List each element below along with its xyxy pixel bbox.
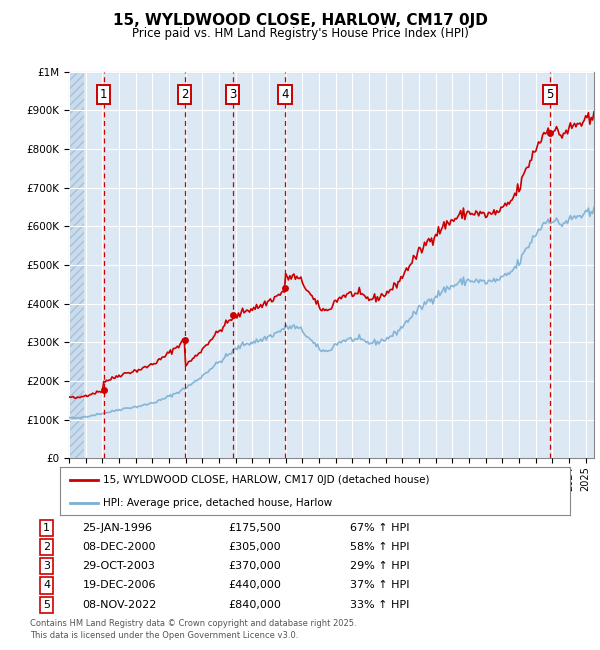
Text: £840,000: £840,000 [229, 600, 281, 610]
Text: 2: 2 [181, 88, 188, 101]
Text: 15, WYLDWOOD CLOSE, HARLOW, CM17 0JD: 15, WYLDWOOD CLOSE, HARLOW, CM17 0JD [113, 13, 487, 28]
Text: £175,500: £175,500 [229, 523, 281, 532]
Text: 1: 1 [43, 523, 50, 532]
Text: £370,000: £370,000 [229, 561, 281, 571]
Text: 2: 2 [43, 542, 50, 552]
Text: 3: 3 [43, 561, 50, 571]
Text: Contains HM Land Registry data © Crown copyright and database right 2025.: Contains HM Land Registry data © Crown c… [30, 619, 356, 628]
Text: 58% ↑ HPI: 58% ↑ HPI [350, 542, 410, 552]
Text: 25-JAN-1996: 25-JAN-1996 [82, 523, 152, 532]
Text: 33% ↑ HPI: 33% ↑ HPI [350, 600, 410, 610]
Text: 4: 4 [43, 580, 50, 590]
Text: 29% ↑ HPI: 29% ↑ HPI [350, 561, 410, 571]
Text: 5: 5 [43, 600, 50, 610]
Text: 5: 5 [547, 88, 554, 101]
Text: 3: 3 [229, 88, 236, 101]
Text: 08-DEC-2000: 08-DEC-2000 [82, 542, 156, 552]
Text: This data is licensed under the Open Government Licence v3.0.: This data is licensed under the Open Gov… [30, 630, 298, 640]
Bar [69, 72, 85, 458]
Text: 15, WYLDWOOD CLOSE, HARLOW, CM17 0JD (detached house): 15, WYLDWOOD CLOSE, HARLOW, CM17 0JD (de… [103, 475, 430, 486]
Text: 37% ↑ HPI: 37% ↑ HPI [350, 580, 410, 590]
Text: 67% ↑ HPI: 67% ↑ HPI [350, 523, 410, 532]
Text: HPI: Average price, detached house, Harlow: HPI: Average price, detached house, Harl… [103, 499, 332, 508]
Text: £305,000: £305,000 [229, 542, 281, 552]
Text: 1: 1 [100, 88, 107, 101]
Text: 08-NOV-2022: 08-NOV-2022 [82, 600, 157, 610]
Text: 29-OCT-2003: 29-OCT-2003 [82, 561, 155, 571]
Text: Price paid vs. HM Land Registry's House Price Index (HPI): Price paid vs. HM Land Registry's House … [131, 27, 469, 40]
Text: 4: 4 [281, 88, 289, 101]
Text: 19-DEC-2006: 19-DEC-2006 [82, 580, 156, 590]
Text: £440,000: £440,000 [229, 580, 281, 590]
